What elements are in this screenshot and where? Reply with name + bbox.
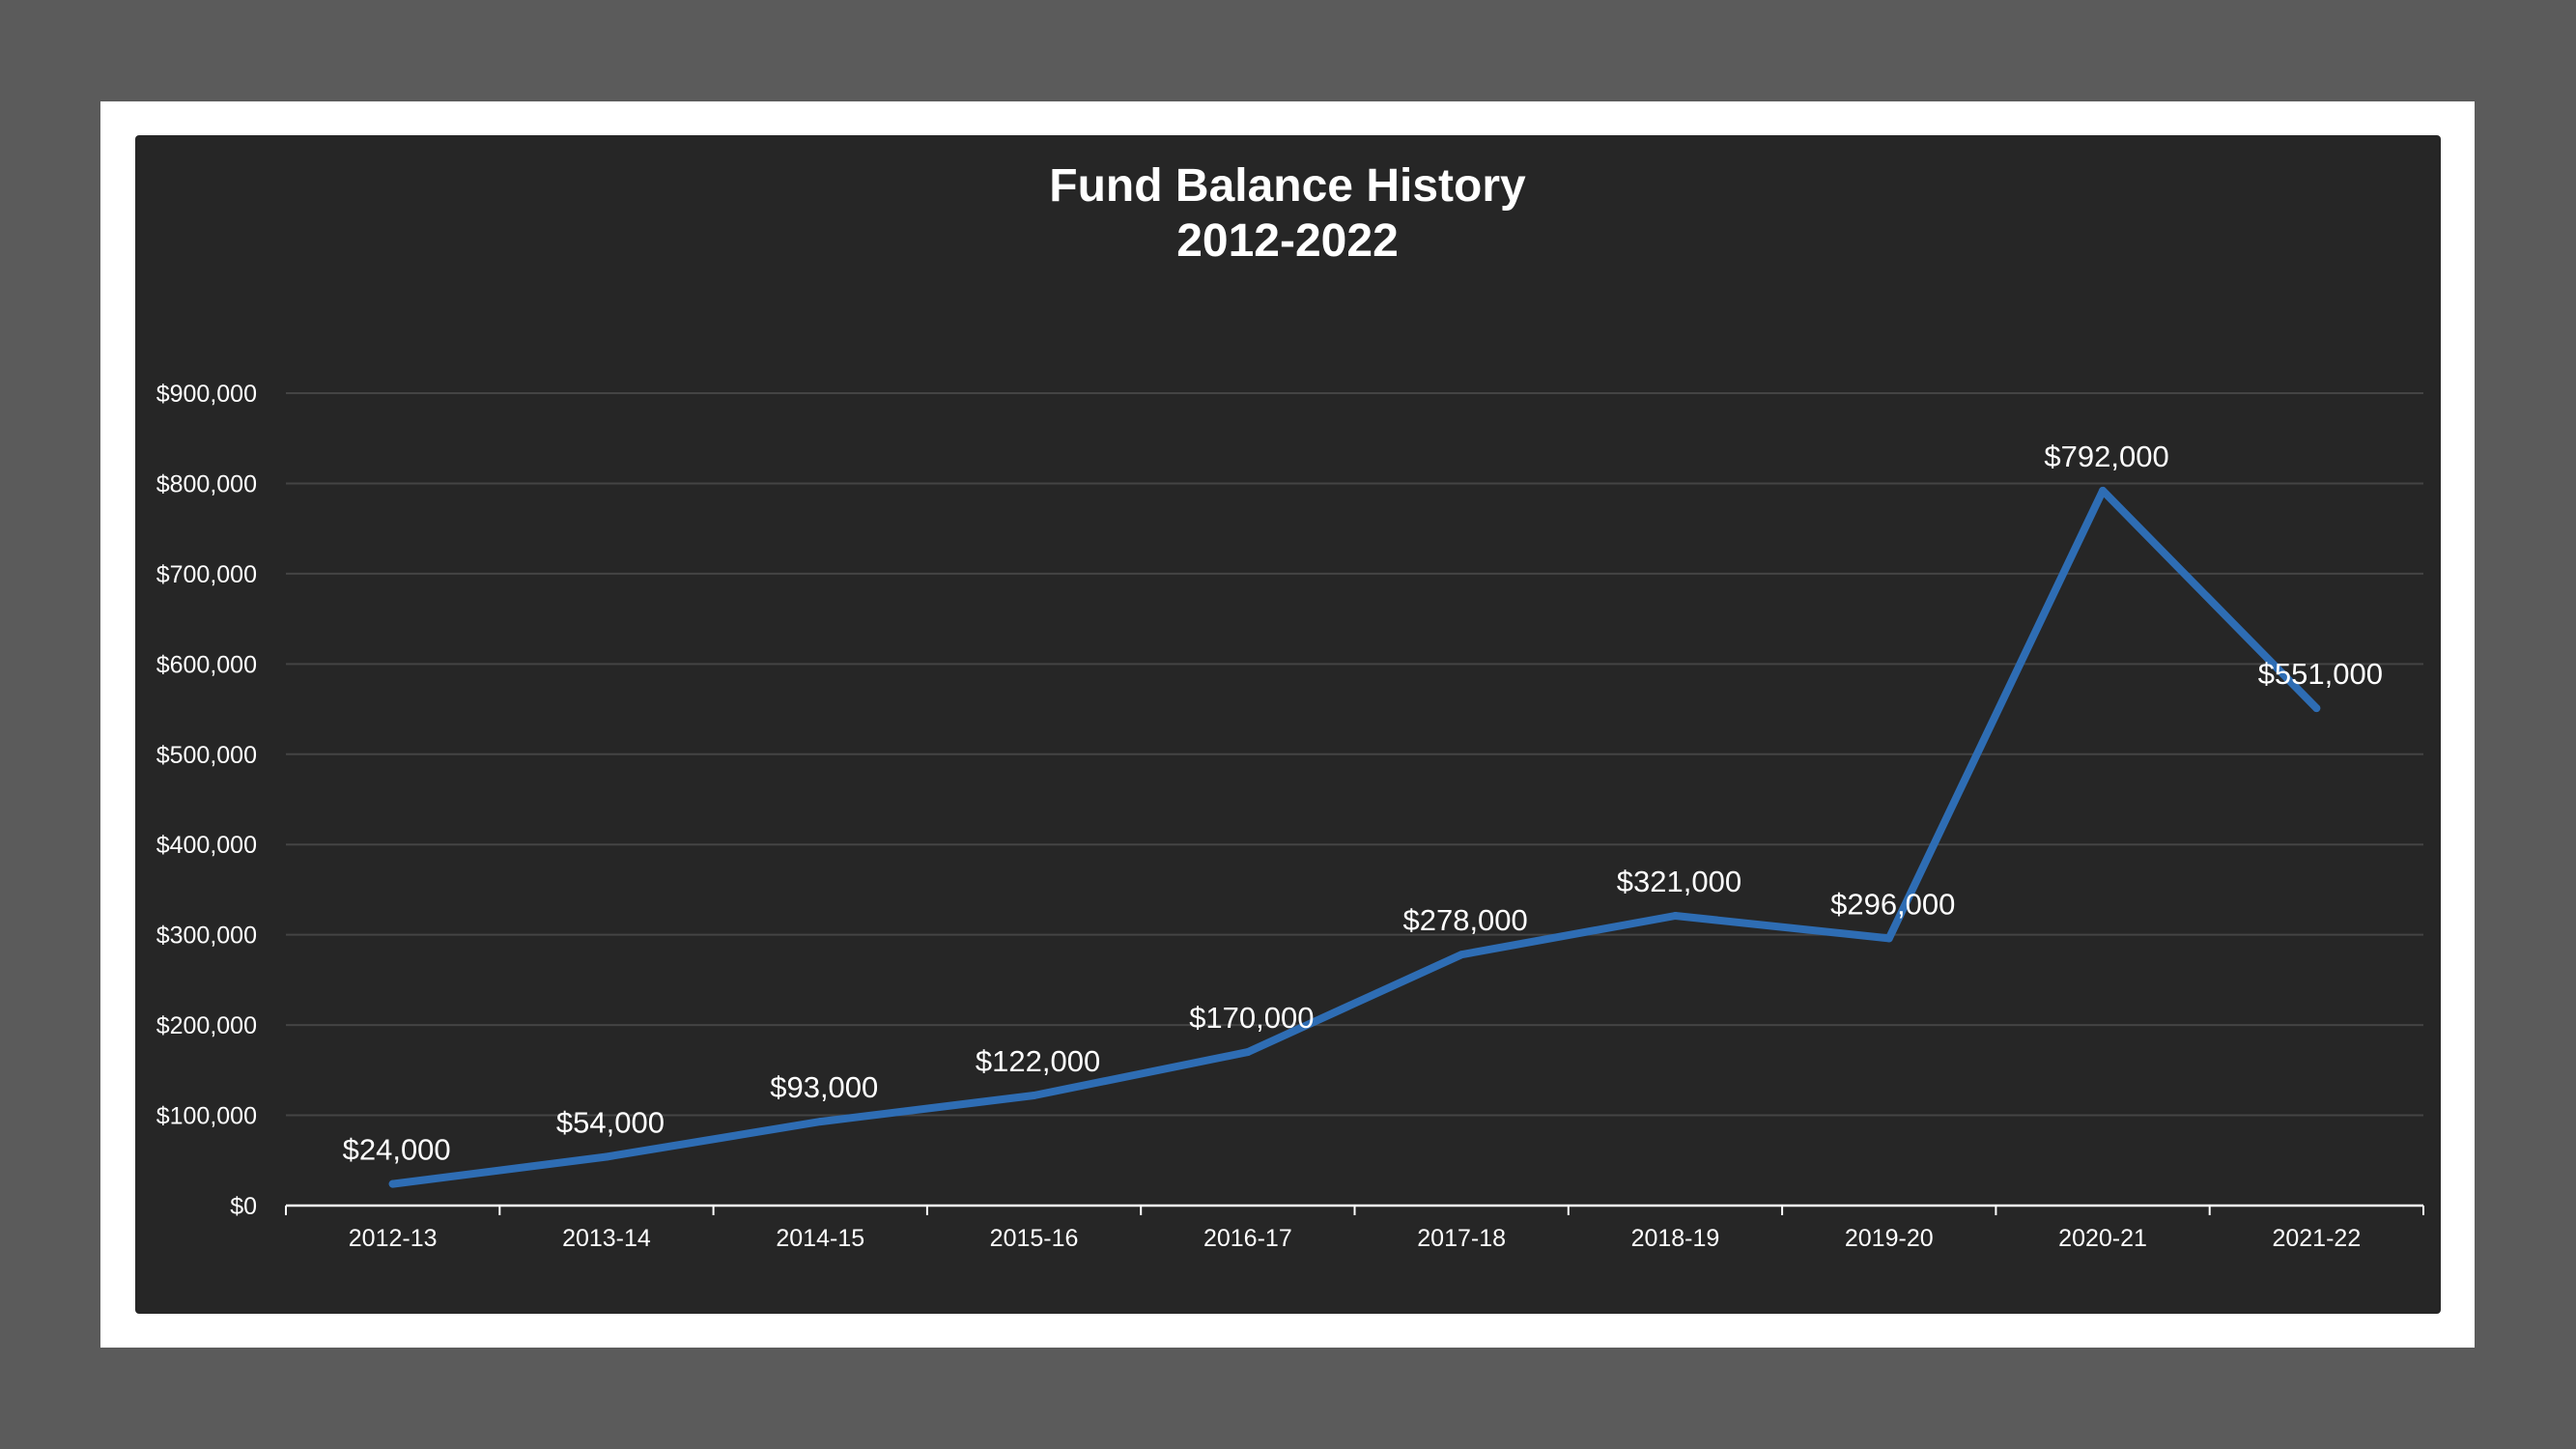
x-tick-label: 2015-16 bbox=[990, 1225, 1079, 1252]
y-tick-label: $200,000 bbox=[156, 1012, 257, 1039]
data-point bbox=[816, 1118, 825, 1126]
x-tick-label: 2016-17 bbox=[1203, 1225, 1292, 1252]
data-point bbox=[388, 1179, 397, 1188]
data-point bbox=[2312, 704, 2321, 713]
series-line bbox=[388, 486, 2321, 1188]
data-label: $93,000 bbox=[770, 1070, 878, 1104]
x-tick-label: 2013-14 bbox=[562, 1225, 651, 1252]
y-tick-label: $900,000 bbox=[156, 381, 257, 408]
data-label: $170,000 bbox=[1189, 1001, 1314, 1035]
y-tick-label: $600,000 bbox=[156, 651, 257, 678]
x-axis-labels: 2012-13 2013-14 2014-15 2015-16 2016-17 2017-… bbox=[349, 1225, 2361, 1252]
x-tick-label: 2018-19 bbox=[1631, 1225, 1720, 1252]
chart-subtitle: 2012-2022 bbox=[1176, 215, 1399, 267]
data-point bbox=[1884, 934, 1893, 943]
data-label: $54,000 bbox=[556, 1106, 665, 1140]
x-tick-label: 2019-20 bbox=[1845, 1225, 1934, 1252]
data-point bbox=[1243, 1048, 1252, 1057]
data-label: $296,000 bbox=[1830, 887, 1955, 921]
data-point bbox=[1671, 912, 1680, 921]
data-point bbox=[2099, 486, 2108, 495]
y-tick-label: $100,000 bbox=[156, 1103, 257, 1130]
data-labels: $24,000 $54,000 $93,000 $122,000 $170,000 $27… bbox=[343, 440, 2383, 1167]
x-tick-label: 2020-21 bbox=[2058, 1225, 2147, 1252]
chart-title: Fund Balance History bbox=[1049, 160, 1526, 212]
data-label: $792,000 bbox=[2044, 440, 2168, 473]
data-point bbox=[1458, 951, 1466, 959]
data-point bbox=[1030, 1091, 1038, 1099]
y-tick-label: $800,000 bbox=[156, 470, 257, 497]
data-point bbox=[602, 1152, 610, 1161]
series-layer bbox=[388, 486, 2321, 1188]
x-tick-label: 2014-15 bbox=[776, 1225, 864, 1252]
x-axis bbox=[285, 1204, 2424, 1215]
data-label: $24,000 bbox=[343, 1133, 451, 1167]
y-tick-label: $300,000 bbox=[156, 923, 257, 950]
chart-panel: Fund Balance History 2012-2022 $0 $100,00… bbox=[135, 135, 2441, 1314]
y-tick-label: $0 bbox=[230, 1193, 257, 1220]
data-label: $321,000 bbox=[1617, 865, 1741, 898]
x-tick-label: 2017-18 bbox=[1417, 1225, 1506, 1252]
data-label: $122,000 bbox=[976, 1044, 1100, 1078]
data-label: $551,000 bbox=[2258, 657, 2383, 691]
x-tick-label: 2012-13 bbox=[349, 1225, 438, 1252]
y-axis-labels: $0 $100,000 $200,000 $300,000 $400,000 $500,0… bbox=[156, 381, 257, 1220]
y-tick-label: $700,000 bbox=[156, 561, 257, 588]
fund-balance-chart: Fund Balance History 2012-2022 $0 $100,00… bbox=[156, 160, 2424, 1252]
data-label: $278,000 bbox=[1402, 903, 1527, 937]
x-tick-label: 2021-22 bbox=[2272, 1225, 2361, 1252]
y-tick-label: $400,000 bbox=[156, 832, 257, 859]
y-tick-label: $500,000 bbox=[156, 742, 257, 769]
